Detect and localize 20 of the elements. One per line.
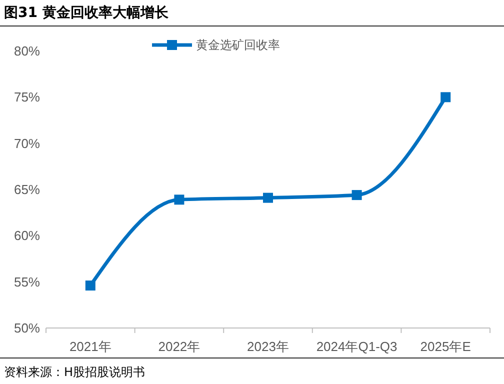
x-tick-label: 2022年: [158, 339, 200, 354]
y-tick-label: 75%: [14, 90, 40, 105]
point: [263, 192, 273, 203]
text: 资料来源：H股招股说明书: [4, 365, 146, 379]
y-tick-label: 60%: [14, 228, 40, 244]
y-tick-label: 65%: [14, 182, 40, 198]
point: [352, 190, 362, 200]
y-tick-label: 80%: [14, 44, 40, 59]
x-tick-label: 2023年: [247, 339, 289, 354]
x-tick-label: 2025年E: [420, 339, 472, 354]
chart-title: 图31 黄金回收率大幅增长: [4, 4, 170, 21]
y-tick-label: 70%: [14, 136, 40, 151]
point: [85, 280, 96, 291]
point: [174, 194, 184, 205]
point: [440, 92, 451, 102]
x-tick-label: 2021年: [69, 339, 112, 354]
x-tick-label: 2024年Q1-Q3: [316, 339, 398, 354]
y-tick-label: 55%: [14, 274, 40, 290]
y-tick-label: 50%: [14, 320, 40, 336]
legend-label: 黄金选矿回收率: [196, 38, 280, 52]
